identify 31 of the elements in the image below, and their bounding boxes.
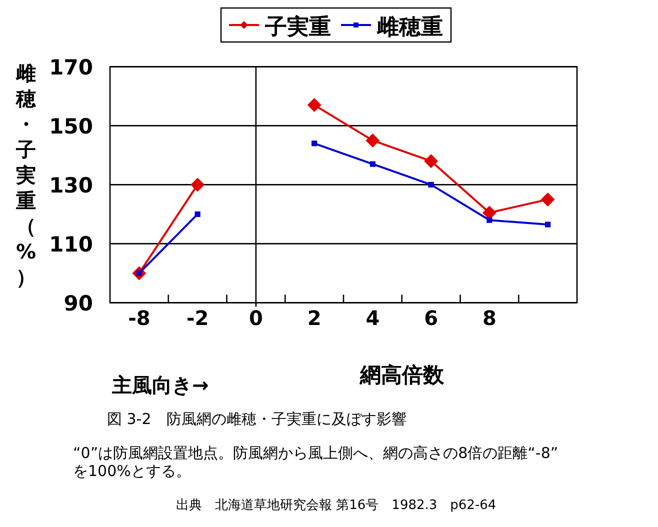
y-tick-label: 110 [49, 232, 93, 257]
y-tick-label: 170 [49, 56, 93, 80]
point [428, 182, 434, 188]
legend-label: 雌穂重 [376, 15, 443, 40]
x-tick-label: 8 [482, 306, 496, 330]
text: “0”は防風網設置地点。防風網から風上側へ、網の高さの8倍の距離“-8”を100%とする。 [73, 444, 558, 480]
point [307, 98, 322, 112]
x-tick-label: 2 [307, 306, 322, 330]
x-tick-label: 6 [424, 306, 438, 330]
text: 図 3-2 防風網の雌穂・子実重に及ぼす影響 [107, 410, 406, 428]
y-tick-label: 90 [64, 292, 93, 316]
x-tick-label: -8 [128, 306, 150, 330]
point [312, 140, 318, 146]
text: 主風向き→ [111, 373, 209, 397]
point [370, 161, 376, 167]
point [190, 178, 205, 192]
y-tick-label: 130 [49, 174, 93, 198]
y-tick-label: 150 [49, 114, 93, 139]
text: 雌穂・子実重（%） [16, 61, 36, 289]
source-note: 出典 北海道草地研究会報 第16号 1982.3 p62-64 [176, 498, 496, 513]
x-tick-label: 4 [366, 306, 380, 330]
point [486, 217, 492, 223]
legend-label: 子実重 [264, 14, 331, 40]
x-axis-title: 網高倍数 [359, 363, 445, 387]
x-tick-label: 0 [248, 306, 263, 330]
x-tick-label: -2 [186, 306, 209, 330]
point [545, 222, 551, 228]
point [194, 211, 200, 217]
point [540, 192, 555, 206]
point [424, 154, 438, 168]
point [366, 133, 380, 148]
